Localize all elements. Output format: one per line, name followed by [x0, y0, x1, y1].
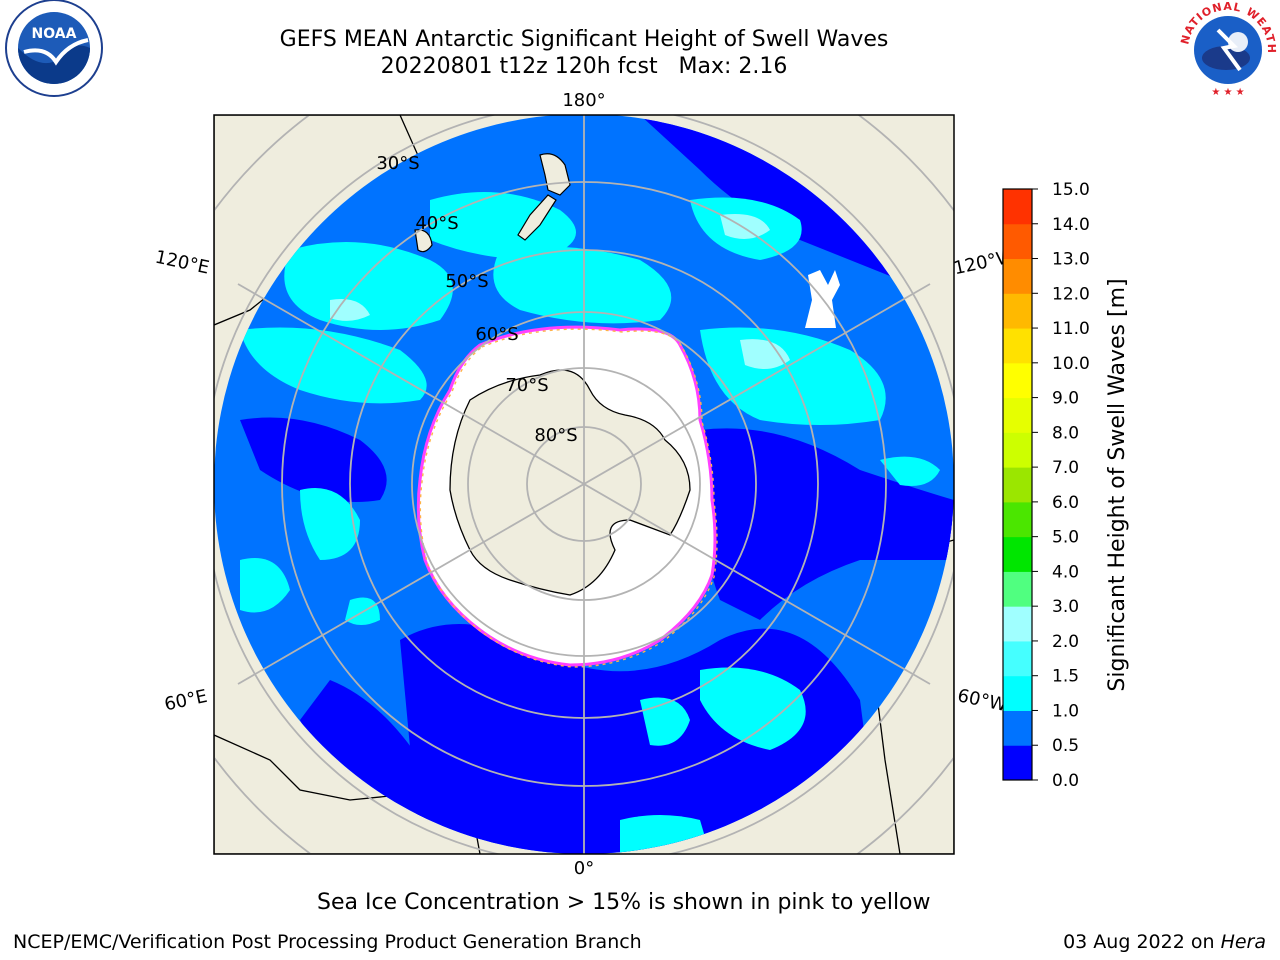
colorbar-tick-label: 0.5: [1052, 736, 1079, 756]
nws-logo-icon: NATIONAL WEATHER SERVICE ★ ★ ★: [1178, 0, 1277, 98]
colorbar-tick-label: 14.0: [1052, 215, 1090, 235]
map-frame: [213, 114, 955, 855]
colorbar-tick-label: 10.0: [1052, 354, 1090, 374]
lon-label-120e: 120°E: [153, 247, 211, 279]
lon-label-60e: 60°E: [163, 686, 210, 716]
colorbar-tick-label: 1.5: [1052, 667, 1079, 687]
lon-label-180: 180°: [562, 90, 605, 111]
colorbar-tick-label: 9.0: [1052, 389, 1079, 409]
footer-machine: Hera: [1220, 931, 1266, 953]
lon-label-60w: 60°W: [956, 685, 1009, 716]
colorbar-tick-label: 6.0: [1052, 493, 1079, 513]
colorbar-segment: [1003, 501, 1032, 538]
colorbar-tick-label: 1.0: [1052, 701, 1079, 721]
noaa-logo-icon: NOAA: [5, 0, 103, 97]
colorbar: [1003, 189, 1032, 781]
colorbar-tick-label: 3.0: [1052, 597, 1079, 617]
lat-label-70s: 70°S: [505, 375, 548, 396]
colorbar-tick-label: 0.0: [1052, 771, 1079, 791]
lat-label-40s: 40°S: [415, 213, 458, 234]
colorbar-tick-label: 2.0: [1052, 632, 1079, 652]
colorbar-segment: [1003, 710, 1032, 746]
graticule: [214, 115, 954, 854]
colorbar-segment: [1003, 223, 1032, 260]
sea-ice-edge-outer: [419, 328, 718, 668]
colorbar-segment: [1003, 467, 1032, 503]
colorbar-tick-label: 5.0: [1052, 528, 1079, 548]
plot-title: GEFS MEAN Antarctic Significant Height o…: [279, 27, 889, 52]
sea-ice-caption: Sea Ice Concentration > 15% is shown in …: [317, 890, 931, 915]
colorbar-tick-label: 13.0: [1052, 250, 1090, 270]
colorbar-segment: [1003, 536, 1032, 572]
colorbar-tick-label: 8.0: [1052, 423, 1079, 443]
lat-label-50s: 50°S: [445, 271, 488, 292]
colorbar-segment: [1003, 328, 1032, 364]
colorbar-label: Significant Height of Swell Waves [m]: [1105, 278, 1130, 691]
colorbar-segment: [1003, 189, 1032, 225]
colorbar-frame: [1002, 188, 1033, 781]
colorbar-segment: [1003, 293, 1032, 329]
colorbar-segment: [1003, 362, 1032, 399]
colorbar-tick-label: 7.0: [1052, 458, 1079, 478]
colorbar-tick-label: 11.0: [1052, 319, 1090, 339]
lon-label-0: 0°: [574, 858, 594, 879]
lat-label-30s: 30°S: [376, 153, 419, 174]
colorbar-tick-label: 12.0: [1052, 284, 1090, 304]
colorbar-segment: [1003, 640, 1032, 677]
colorbar-segment: [1003, 397, 1032, 433]
footer-date-text: 03 Aug 2022 on: [1063, 931, 1221, 953]
swell-field: [240, 115, 954, 854]
colorbar-tick-label: 4.0: [1052, 562, 1079, 582]
plot-subtitle: 20220801 t12z 120h fcst Max: 2.16: [380, 54, 788, 79]
colorbar-segment: [1003, 432, 1032, 468]
colorbar-tick-label: 15.0: [1052, 180, 1090, 200]
noaa-logo-text: NOAA: [32, 26, 77, 42]
footer-branch: NCEP/EMC/Verification Post Processing Pr…: [13, 931, 642, 953]
lat-label-80s: 80°S: [534, 425, 577, 446]
lat-label-60s: 60°S: [475, 324, 518, 345]
colorbar-segment: [1003, 745, 1032, 781]
colorbar-segment: [1003, 571, 1032, 607]
colorbar-segment: [1003, 606, 1032, 642]
colorbar-segment: [1003, 675, 1032, 711]
svg-text:★ ★ ★: ★ ★ ★: [1211, 87, 1244, 98]
footer-date: 03 Aug 2022 on Hera: [1063, 931, 1266, 953]
colorbar-segment: [1003, 258, 1032, 294]
